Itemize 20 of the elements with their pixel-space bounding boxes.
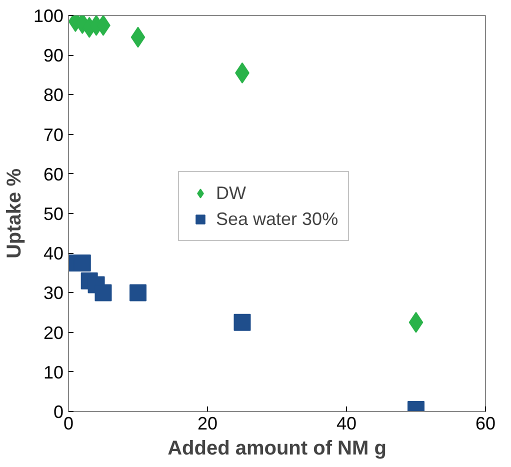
y-tick-label: 100 [33,6,64,26]
point [130,284,146,302]
y-tick-label: 90 [43,46,64,66]
y-tick-label: 70 [43,124,64,145]
y-tick-label: 40 [43,244,64,264]
x-tick-label: 40 [336,414,357,434]
y-tick-label: 30 [43,283,64,304]
y-tick-label: 20 [43,322,64,343]
y-tick-label: 80 [43,85,64,106]
legend-label: DW [216,182,246,204]
y-tick-label: 60 [43,164,64,184]
y-tick-label: 10 [43,362,64,382]
x-axis-title: Added amount of NM g [168,438,386,460]
y-axis-title: Uptake % [3,168,26,259]
y-tick-label: 50 [43,204,64,224]
point [94,284,112,302]
x-tick-label: 20 [197,414,218,434]
point [234,314,251,331]
x-tick-label: 60 [475,414,496,434]
legend-label: Sea water 30% [216,208,338,230]
